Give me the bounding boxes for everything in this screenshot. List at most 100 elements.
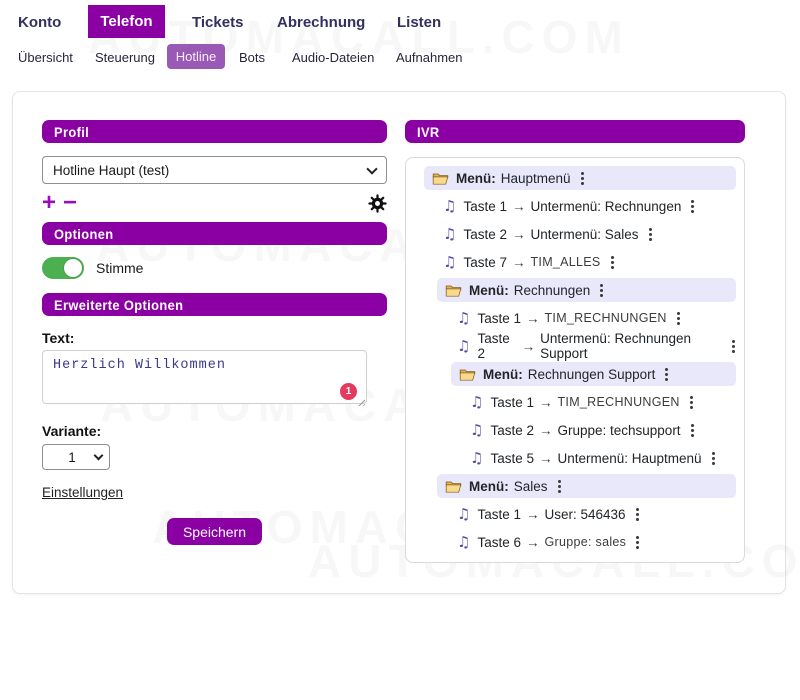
add-profile-icon[interactable]: + (42, 189, 57, 216)
music-note-icon: ♫ (457, 308, 471, 327)
stimme-toggle[interactable] (42, 257, 84, 279)
text-input[interactable]: Herzlich Willkommen (42, 350, 367, 404)
erweiterte-optionen-section-title: Erweiterte Optionen (54, 296, 184, 313)
text-area-wrap: Herzlich Willkommen 1 (42, 350, 367, 409)
kebab-menu-icon[interactable] (687, 394, 696, 411)
optionen-section-title: Optionen (54, 225, 114, 242)
ivr-taste-row[interactable]: ♫ Taste 2 → Gruppe: techsupport (412, 416, 738, 444)
ivr-section-header: IVR (405, 120, 745, 143)
ivr-menu-row[interactable]: Menü: Sales (437, 474, 736, 498)
taste-target: User: 546436 (544, 506, 626, 522)
ivr-menu-row[interactable]: Menü: Rechnungen (437, 278, 736, 302)
subnav-item-bots[interactable]: Bots (239, 50, 266, 65)
stimme-toggle-row: Stimme (42, 257, 387, 279)
ivr-tree-panel: Menü: Hauptmenü ♫ Taste 1 → Untermenü: R… (405, 157, 745, 563)
ivr-column: IVR Menü: Hauptmenü ♫ Taste 1 → (405, 120, 745, 563)
music-note-icon: ♫ (470, 420, 484, 439)
einstellungen-link[interactable]: Einstellungen (42, 485, 124, 500)
ivr-menu-row[interactable]: Menü: Rechnungen Support (451, 362, 736, 386)
kebab-menu-icon[interactable] (729, 338, 738, 355)
nav-item-telefon[interactable]: Telefon (88, 5, 165, 38)
kebab-menu-icon[interactable] (578, 170, 587, 187)
subnav-item-aufnahmen[interactable]: Aufnahmen (396, 50, 463, 65)
taste-key: Taste 1 (463, 198, 507, 214)
kebab-menu-icon[interactable] (633, 506, 642, 523)
menu-prefix: Menü: (469, 282, 509, 298)
arrow-icon: → (525, 310, 540, 326)
taste-target: Untermenü: Sales (530, 226, 639, 242)
variante-select-wrap: 1 (42, 444, 110, 470)
profile-select[interactable]: Hotline Haupt (test) (42, 156, 387, 184)
gear-icon[interactable] (368, 193, 387, 213)
ivr-menu-row[interactable]: Menü: Hauptmenü (424, 166, 736, 190)
taste-key: Taste 1 (490, 394, 534, 410)
nav-item-abrechnung[interactable]: Abrechnung (277, 14, 366, 31)
taste-target: TIM_ALLES (530, 255, 601, 269)
taste-target: Untermenü: Hauptmenü (557, 450, 702, 466)
arrow-icon: → (511, 198, 526, 214)
stimme-toggle-label: Stimme (96, 260, 144, 276)
variante-select[interactable]: 1 (42, 444, 110, 470)
menu-label: Sales (513, 478, 548, 494)
menu-label: Hauptmenü (500, 170, 571, 186)
kebab-menu-icon[interactable] (555, 478, 564, 495)
ivr-taste-row[interactable]: ♫ Taste 1 → User: 546436 (412, 500, 738, 528)
taste-target: Gruppe: sales (544, 535, 627, 549)
nav-item-listen[interactable]: Listen (397, 14, 442, 31)
subnav-item-steuerung[interactable]: Steuerung (95, 50, 155, 65)
profile-actions: + − (42, 189, 387, 216)
folder-icon (445, 480, 462, 493)
variant-count-badge: 1 (340, 383, 357, 400)
kebab-menu-icon[interactable] (633, 534, 642, 551)
profil-section-header: Profil (42, 120, 387, 143)
save-button[interactable]: Speichern (166, 518, 263, 545)
arrow-icon: → (538, 394, 553, 410)
ivr-taste-row[interactable]: ♫ Taste 2 → Untermenü: Sales (412, 220, 738, 248)
optionen-section-header: Optionen (42, 222, 387, 245)
subnav-item-audio-dateien[interactable]: Audio-Dateien (292, 50, 375, 65)
ivr-taste-row[interactable]: ♫ Taste 2 → Untermenü: Rechnungen Suppor… (412, 331, 738, 361)
kebab-menu-icon[interactable] (662, 366, 671, 383)
ivr-taste-row[interactable]: ♫ Taste 5 → Untermenü: Hauptmenü (412, 444, 738, 472)
music-note-icon: ♫ (457, 532, 471, 551)
arrow-icon: → (538, 450, 553, 466)
ivr-taste-row[interactable]: ♫ Taste 1 → Untermenü: Rechnungen (412, 192, 738, 220)
menu-prefix: Menü: (456, 170, 496, 186)
nav-item-tickets[interactable]: Tickets (192, 14, 244, 31)
erweiterte-optionen-section-header: Erweiterte Optionen (42, 293, 387, 316)
kebab-menu-icon[interactable] (608, 254, 617, 271)
kebab-menu-icon[interactable] (688, 198, 697, 215)
menu-label: Rechnungen (513, 282, 591, 298)
arrow-icon: → (511, 226, 526, 242)
arrow-icon: → (525, 534, 540, 550)
taste-key: Taste 7 (463, 254, 507, 270)
variante-label: Variante: (42, 423, 102, 439)
kebab-menu-icon[interactable] (688, 422, 697, 439)
music-note-icon: ♫ (457, 336, 471, 355)
taste-target: TIM_RECHNUNGEN (544, 311, 667, 325)
ivr-taste-row[interactable]: ♫ Taste 1 → TIM_RECHNUNGEN (412, 304, 738, 332)
subnav-item-uebersicht[interactable]: Übersicht (18, 50, 73, 65)
arrow-icon: → (525, 506, 540, 522)
text-label: Text: (42, 330, 75, 346)
remove-profile-icon[interactable]: − (63, 189, 78, 216)
kebab-menu-icon[interactable] (597, 282, 606, 299)
kebab-menu-icon[interactable] (709, 450, 718, 467)
arrow-icon: → (521, 338, 536, 354)
kebab-menu-icon[interactable] (646, 226, 655, 243)
menu-label: Rechnungen Support (527, 366, 656, 382)
folder-icon (432, 172, 449, 185)
resize-handle[interactable] (356, 397, 365, 406)
menu-prefix: Menü: (469, 478, 509, 494)
subnav-item-hotline[interactable]: Hotline (167, 44, 225, 69)
profile-select-wrap: Hotline Haupt (test) (42, 156, 387, 184)
toggle-knob (64, 259, 82, 277)
ivr-taste-row[interactable]: ♫ Taste 1 → TIM_RECHNUNGEN (412, 388, 738, 416)
taste-key: Taste 6 (477, 534, 521, 550)
nav-item-konto[interactable]: Konto (18, 14, 62, 31)
kebab-menu-icon[interactable] (674, 310, 683, 327)
folder-icon (459, 368, 476, 381)
ivr-taste-row[interactable]: ♫ Taste 7 → TIM_ALLES (412, 248, 738, 276)
ivr-taste-row[interactable]: ♫ Taste 6 → Gruppe: sales (412, 528, 738, 556)
taste-key: Taste 2 (477, 331, 510, 361)
